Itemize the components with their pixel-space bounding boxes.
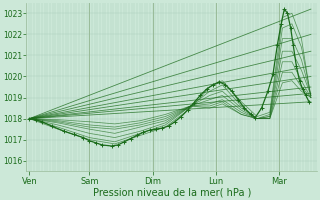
X-axis label: Pression niveau de la mer( hPa ): Pression niveau de la mer( hPa ) — [92, 187, 251, 197]
